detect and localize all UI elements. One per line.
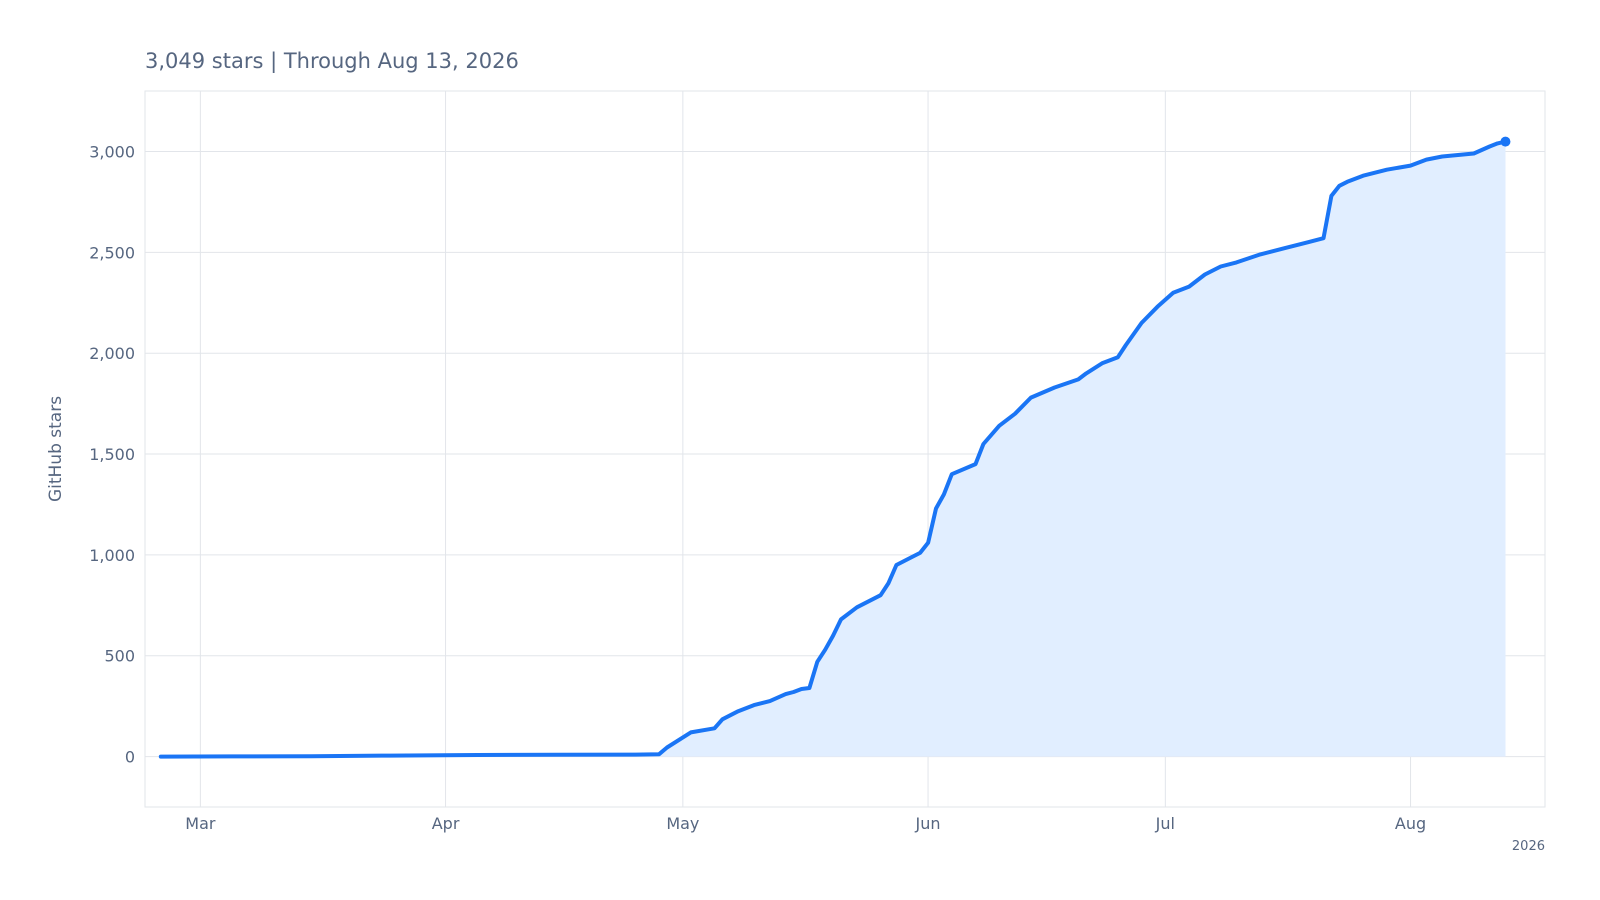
y-tick-label: 3,000 (89, 143, 135, 162)
y-tick-label: 2,000 (89, 344, 135, 363)
y-axis-title: GitHub stars (46, 396, 66, 502)
y-tick-label: 1,500 (89, 445, 135, 464)
x-tick-label: Jun (915, 814, 941, 833)
y-tick-label: 1,000 (89, 546, 135, 565)
year-label: 2026 (1512, 839, 1545, 854)
x-tick-label: May (666, 814, 699, 833)
x-tick-label: Jul (1155, 814, 1175, 833)
y-tick-label: 0 (125, 748, 135, 767)
plot-frame (144, 90, 1546, 808)
x-tick-label: Apr (432, 814, 460, 833)
series-line (158, 139, 1508, 759)
line-layer (158, 136, 1511, 759)
y-tick-label: 500 (104, 647, 135, 666)
y-tick-label: 2,500 (89, 243, 135, 262)
area-layer (160, 141, 1506, 757)
chart-title: 3,049 stars | Through Aug 13, 2026 (145, 49, 519, 73)
x-tick-label: Aug (1395, 814, 1426, 833)
tick-layer: 0 500 1,000 1,500 2,000 2,500 3,000 Mar Apr May Ju… (89, 143, 1426, 833)
area-fill (160, 141, 1506, 757)
last-point-marker (1500, 136, 1511, 147)
x-tick-label: Mar (185, 814, 216, 833)
